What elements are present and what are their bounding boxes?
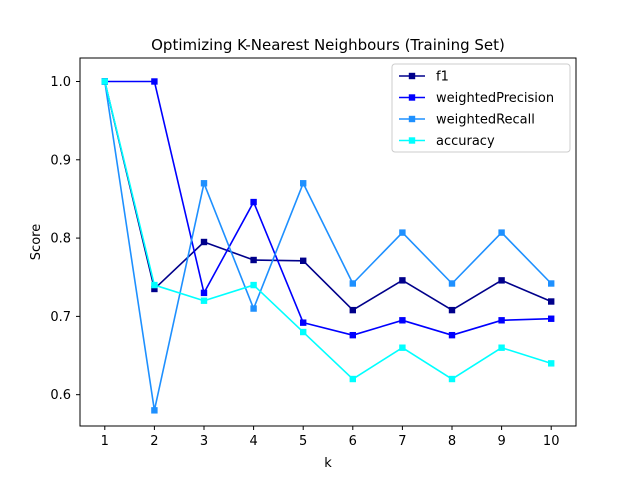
data-point-weightedPrecision [300,319,307,326]
series-line-f1 [104,81,552,311]
x-tick-label: 8 [448,434,456,449]
data-point-weightedPrecision [498,317,505,324]
data-point-f1 [200,238,208,246]
data-point-f1 [498,277,505,284]
data-point-accuracy [151,281,158,289]
x-tick-label: 4 [249,434,257,449]
series-lines [104,80,552,412]
data-point-accuracy [101,78,108,85]
x-tick-label: 9 [497,434,505,449]
legend-marker [408,94,416,101]
x-tick-label: 10 [543,434,560,449]
y-tick-label: 0.7 [50,310,71,325]
data-point-weightedRecall [399,229,406,236]
series-markers [101,78,555,414]
data-point-weightedRecall [250,305,257,312]
data-point-weightedPrecision [448,331,456,339]
x-tick-label: 1 [101,434,109,449]
x-axis-label: k [324,456,332,471]
data-point-accuracy [498,344,505,351]
data-point-weightedPrecision [349,331,356,339]
data-point-accuracy [200,297,208,304]
plot-area-frame [79,57,577,427]
legend-label: f1 [436,70,449,85]
data-point-weightedPrecision [250,198,257,206]
y-tick-label: 0.6 [50,388,71,403]
data-point-f1 [548,298,555,305]
y-axis-label: Score [29,224,44,260]
data-point-f1 [250,256,257,264]
data-point-weightedRecall [200,180,208,187]
data-point-weightedRecall [349,280,356,287]
data-point-weightedPrecision [399,317,406,324]
x-tick-label: 3 [200,434,208,449]
data-point-f1 [151,285,158,293]
x-tick-label: 6 [349,434,357,449]
chart-title: Optimizing K-Nearest Neighbours (Trainin… [151,36,505,54]
data-point-weightedRecall [300,180,307,187]
data-point-f1 [448,306,456,314]
legend-label: accuracy [436,134,495,149]
x-tick-label: 2 [150,434,158,449]
series-line-weightedRecall [104,81,552,412]
data-point-weightedPrecision [548,315,555,322]
data-point-accuracy [399,344,406,351]
data-point-f1 [349,306,356,314]
legend-label: weightedPrecision [436,91,554,106]
legend-marker [408,72,416,80]
x-tick-label: 5 [299,434,307,449]
data-point-accuracy [349,375,356,383]
data-point-weightedRecall [448,280,456,287]
data-point-accuracy [300,328,307,336]
data-point-accuracy [548,360,555,367]
data-point-f1 [399,277,406,284]
data-point-weightedRecall [548,280,555,287]
y-tick-label: 1.0 [50,75,71,90]
data-point-weightedRecall [498,229,505,236]
series-line-weightedPrecision [104,80,552,336]
legend: f1 weightedPrecision weightedRecall accurac… [391,63,571,153]
data-point-weightedPrecision [200,289,208,297]
legend-marker [408,115,416,123]
x-tick-label: 7 [398,434,406,449]
y-tick-label: 0.8 [50,232,71,247]
y-tick-label: 0.9 [50,153,71,168]
x-axis-ticks: 1 2 3 4 5 6 7 8 9 10 [101,426,560,449]
series-line-accuracy [104,81,552,380]
data-point-weightedRecall [151,407,158,414]
legend-box [391,63,571,153]
y-axis-ticks: 0.6 0.7 0.8 0.9 1.0 [50,75,80,403]
data-point-accuracy [250,281,257,289]
legend-label: weightedRecall [436,113,535,128]
data-point-accuracy [448,375,456,383]
data-point-f1 [300,257,307,264]
data-point-weightedPrecision [151,78,158,85]
legend-marker [408,137,416,144]
